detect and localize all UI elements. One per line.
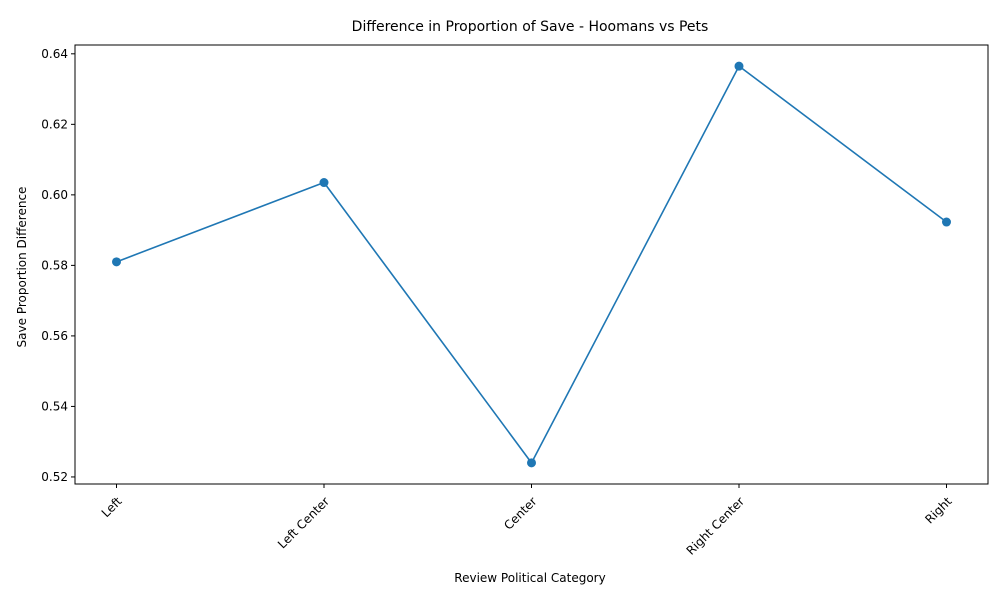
y-tick-label: 0.58 xyxy=(41,258,68,272)
plot-frame xyxy=(74,44,989,485)
x-tick-label: Right xyxy=(922,494,954,526)
x-tick-label: Right Center xyxy=(684,494,748,558)
y-tick-label: 0.56 xyxy=(41,329,68,343)
y-tick-label: 0.54 xyxy=(41,399,68,413)
plot-area: 0.52 0.54 0.56 0.58 0.60 0.62 0.64 Left Left Cen… xyxy=(41,44,989,558)
data-point-right xyxy=(942,217,951,227)
y-tick-label: 0.60 xyxy=(41,188,68,202)
x-tick-label: Center xyxy=(501,494,540,533)
y-axis-label: Save Proportion Difference xyxy=(15,187,29,348)
y-tick-label: 0.62 xyxy=(41,117,68,131)
data-point-right-center xyxy=(734,61,744,71)
x-axis-label: Review Political Category xyxy=(454,571,605,585)
series-line xyxy=(116,65,947,464)
chart-title: Difference in Proportion of Save - Hooma… xyxy=(352,19,709,35)
y-tick-label: 0.64 xyxy=(41,47,68,61)
data-point-left xyxy=(112,257,121,267)
x-tick-label: Left Center xyxy=(275,494,332,551)
data-point-left-center xyxy=(319,178,329,188)
data-point-center xyxy=(527,458,536,468)
x-tick-label: Left xyxy=(99,494,125,520)
y-tick-label: 0.52 xyxy=(41,470,68,484)
